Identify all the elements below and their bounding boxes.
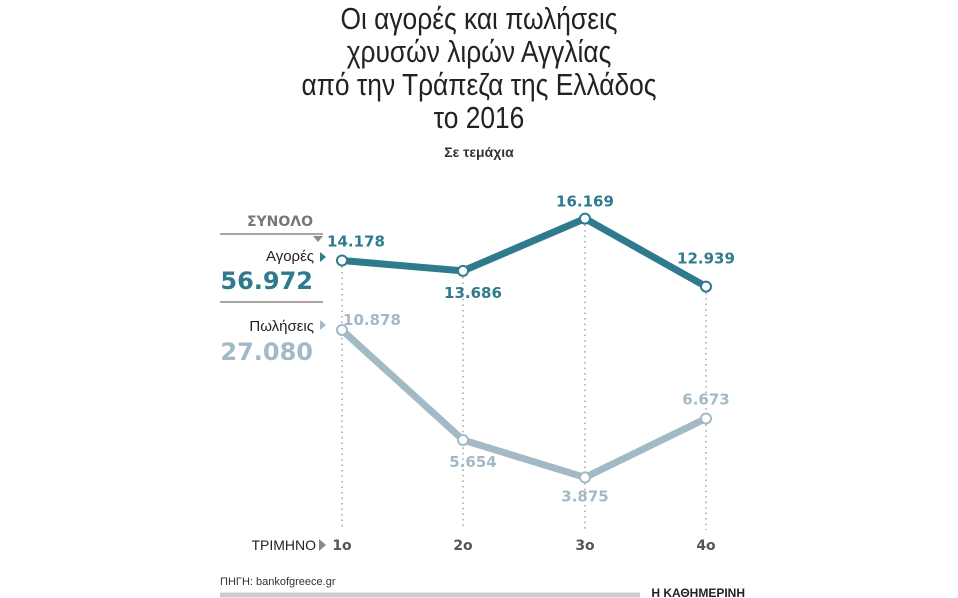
data-point (457, 264, 469, 277)
x-axis-label: ΤΡΙΜΗΝΟ (251, 537, 316, 553)
source-note: ΠΗΓΗ: bankofgreece.gr (220, 576, 336, 588)
data-label: 10.878 (343, 311, 401, 329)
data-label: 16.169 (556, 193, 614, 211)
total-label: ΣΥΝΟΛΟ (247, 214, 313, 230)
data-label: 13.686 (444, 284, 502, 302)
title-line: από την Τράπεζα της Ελλάδος (301, 67, 657, 102)
triangle-right-icon (320, 252, 326, 262)
triangle-right-icon (319, 539, 326, 551)
chart-title: Οι αγορές και πωλήσεις χρυσών λιρών Αγγλ… (72, 2, 886, 134)
data-label: 12.939 (677, 250, 735, 268)
series-name-sales: Πωλήσεις (249, 318, 314, 335)
data-point (700, 412, 712, 425)
series-name-purchases: Αγορές (266, 248, 314, 265)
data-point (579, 212, 591, 225)
data-label: 14.178 (327, 233, 385, 251)
title-line: χρυσών λιρών Αγγλίας (346, 34, 612, 69)
title-line: το 2016 (433, 100, 525, 135)
x-tick-label: 2ο (453, 538, 473, 554)
data-point (336, 254, 348, 267)
series-line (341, 215, 708, 290)
series-line (339, 327, 708, 481)
x-tick-label: 1ο (332, 538, 352, 554)
chart-subtitle: Σε τεμάχια (444, 144, 514, 160)
total-sales: 27.080 (220, 338, 313, 366)
brand-logo: Η ΚΑΘΗΜΕΡΙΝΗ (651, 586, 745, 598)
data-label: 6.673 (682, 391, 729, 409)
triangle-right-icon (320, 320, 326, 330)
data-point (579, 471, 591, 484)
data-point (336, 323, 348, 336)
title-line: Οι αγορές και πωλήσεις (340, 1, 618, 36)
data-point (700, 280, 712, 293)
data-label: 5.654 (449, 453, 496, 471)
x-tick-label: 3ο (575, 538, 595, 554)
x-tick-label: 4ο (696, 538, 716, 554)
data-label: 3.875 (561, 487, 608, 505)
data-point (457, 433, 469, 446)
triangle-down-icon (313, 236, 323, 242)
total-purchases: 56.972 (220, 267, 313, 295)
